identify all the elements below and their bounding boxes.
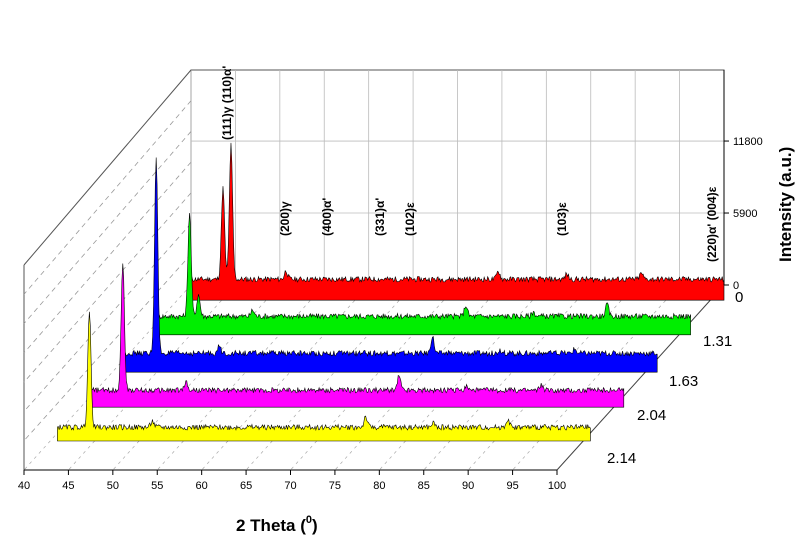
x-tick-label: 55 [151, 480, 163, 492]
peak-annotation: (400)α' [320, 198, 334, 236]
series-band [157, 212, 691, 336]
z-tick-label: 0 [735, 289, 743, 306]
back-wall [190, 69, 725, 286]
left-wall-gridline [23, 192, 192, 383]
left-wall-top-edge [23, 69, 192, 266]
series-band [57, 311, 591, 442]
y-tick-label: 0 [733, 280, 739, 292]
x-tick-label: 100 [548, 480, 566, 492]
floor-gridline [379, 284, 547, 471]
floor-gridline [23, 284, 192, 471]
floor-gridline [334, 284, 503, 471]
left-wall-gridline [23, 223, 192, 412]
floor-gridline [201, 284, 369, 471]
floor-gridline [467, 284, 636, 471]
series-layer [57, 142, 725, 442]
peak-annotation: (200)γ [278, 201, 292, 236]
axes-layer: 40 45 50 55 60 65 70 75 80 85 90 95 100 0 5900 11800 [18, 70, 763, 492]
series-band [190, 142, 725, 301]
x-tick-label: 75 [329, 480, 341, 492]
x-tick-label: 65 [240, 480, 252, 492]
left-wall-gridline [23, 161, 192, 354]
y-axis-title: Intensity (a.u.) [776, 147, 795, 262]
labels-layer: 0 1.31 1.632.04 2.14 (111)γ (110)α' (200)γ (40… [220, 66, 743, 467]
x-tick-label: 60 [196, 480, 208, 492]
floor-gridline [512, 284, 680, 471]
peak-annotation: (331)α' [373, 198, 387, 236]
floor-right-edge [556, 284, 725, 471]
peak-annotation: (103)ε [555, 202, 569, 236]
floor-gridline [156, 284, 325, 471]
floor-gridline [423, 284, 592, 471]
peak-annotation: (220)α' (004)ε [705, 186, 719, 262]
x-axis-title: 2 Theta (0) [236, 514, 318, 535]
z-tick-label: 2.14 [607, 450, 636, 467]
x-tick-label: 45 [62, 480, 74, 492]
peak-annotation: (102)ε [403, 202, 417, 236]
left-wall-gridline [23, 100, 192, 295]
y-tick-label: 5900 [733, 208, 757, 220]
floor-gridline [290, 284, 458, 471]
x-tick-label: 40 [18, 480, 30, 492]
floor-plane [23, 69, 725, 471]
x-tick-label: 95 [506, 480, 518, 492]
floor-gridline [68, 284, 236, 471]
x-tick-label: 70 [284, 480, 296, 492]
z-tick-label: 1.31 [703, 333, 732, 350]
x-tick-label: 80 [373, 480, 385, 492]
series-band [90, 263, 625, 408]
z-tick-label: 1.63 [669, 373, 698, 390]
floor-gridline [245, 284, 414, 471]
x-tick-label: 85 [418, 480, 430, 492]
x-tick-label: 50 [107, 480, 119, 492]
left-wall-gridline [23, 254, 192, 441]
x-tick-label: 90 [462, 480, 474, 492]
y-tick-label: 11800 [733, 136, 763, 148]
z-tick-label: 2.04 [637, 407, 666, 424]
peak-annotation: (111)γ (110)α' [220, 66, 234, 140]
left-wall-gridline [23, 131, 192, 324]
series-band [123, 157, 658, 373]
